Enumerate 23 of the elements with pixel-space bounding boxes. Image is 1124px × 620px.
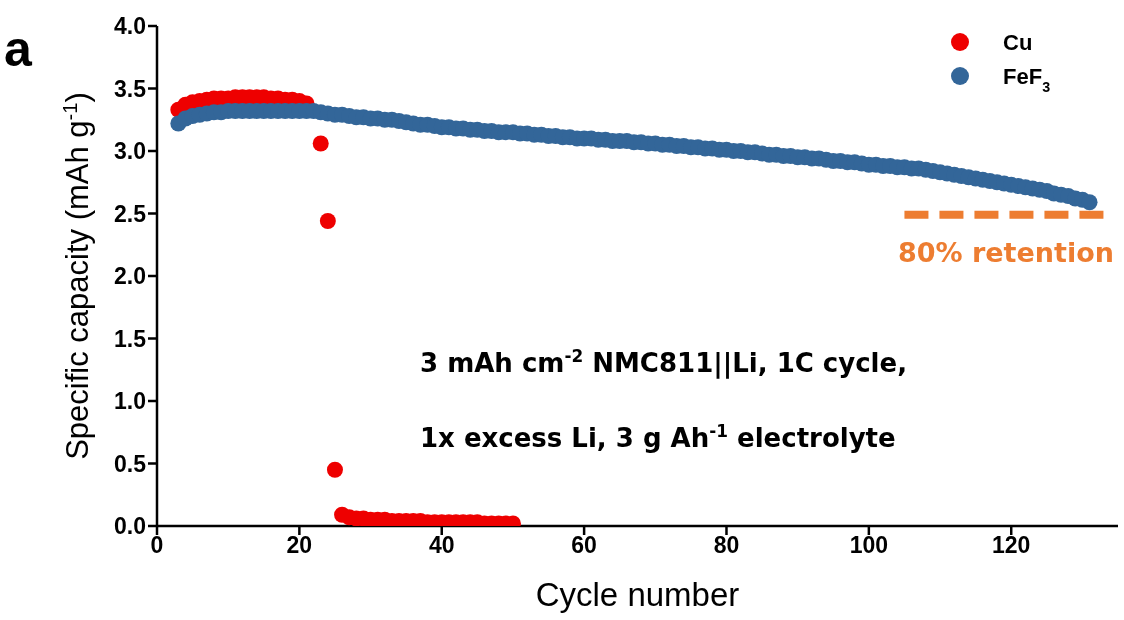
y-tick-label: 4.0: [114, 13, 146, 40]
x-tick-label: 80: [713, 532, 740, 559]
annotation: 1x excess Li, 3 g Ah$^{-1}$ electrolyte: [420, 421, 896, 453]
annotation: 80% retention: [897, 237, 1114, 268]
y-tick-label: 2.0: [114, 263, 146, 290]
x-tick-label: 60: [571, 532, 597, 559]
y-tick-label: 1.5: [114, 325, 147, 352]
legend-label: FeF$_{3}$: [1003, 64, 1051, 95]
x-tick-label: 0: [150, 532, 164, 559]
annotation: 3 mAh cm$^{-2}$ NMC811||Li, 1C cycle,: [420, 346, 908, 379]
x-axis-title: Cycle number: [535, 576, 740, 613]
y-tick-label: 1.0: [114, 388, 146, 415]
y-tick-label: 0.0: [114, 513, 146, 540]
x-tick-label: 40: [428, 532, 455, 559]
legend-label: Cu: [1003, 30, 1033, 55]
y-tick-label: 3.5: [114, 75, 147, 102]
x-tick-label: 100: [849, 532, 889, 559]
y-tick-label: 2.5: [114, 200, 147, 227]
x-tick-label: 120: [992, 532, 1031, 559]
y-tick-label: 0.5: [114, 450, 147, 477]
y-tick-label: 3.0: [114, 138, 146, 165]
text: a: [4, 21, 33, 77]
x-tick-label: 20: [286, 532, 313, 559]
